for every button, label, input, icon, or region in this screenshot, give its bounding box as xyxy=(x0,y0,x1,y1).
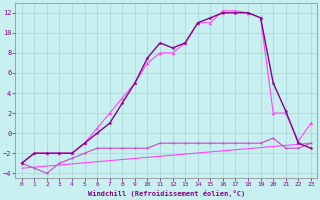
X-axis label: Windchill (Refroidissement éolien,°C): Windchill (Refroidissement éolien,°C) xyxy=(88,190,245,197)
